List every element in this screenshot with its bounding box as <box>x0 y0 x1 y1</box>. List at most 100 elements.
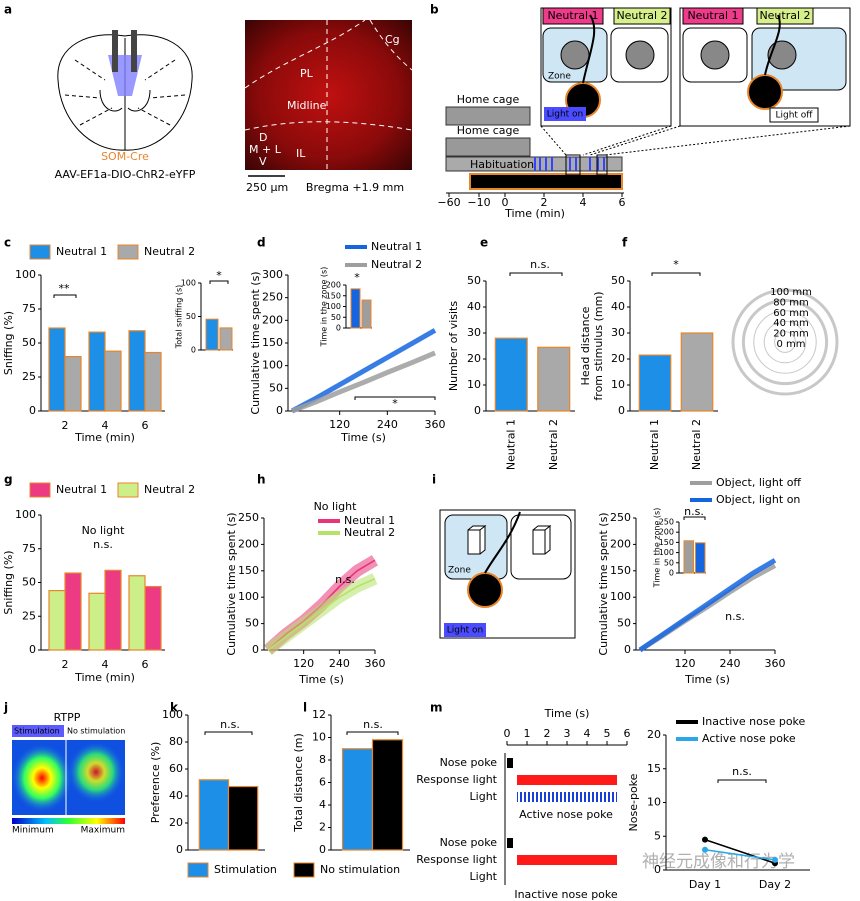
bar <box>371 739 404 851</box>
legend-swatch <box>12 725 64 737</box>
legend-swatch <box>117 244 139 260</box>
polar-label: 20 mm <box>773 329 808 340</box>
x-tick-label: 4 <box>102 419 109 432</box>
y-tick-label: 10 <box>647 796 661 809</box>
x-axis-label: Time (s) <box>684 673 730 686</box>
panel-letters: a b c d e f g h i j k l m <box>3 3 628 715</box>
y-tick-label: 20 <box>611 352 625 365</box>
bracket <box>354 396 436 400</box>
heatmap <box>12 740 125 815</box>
y-tick-label: 250 <box>659 518 674 527</box>
x-tick-label: Neutral 1 <box>504 419 517 470</box>
y-tick-label: 10 <box>467 378 481 391</box>
y-tick-label: 100 <box>659 548 674 557</box>
polar-ring <box>753 310 817 374</box>
y-tick-label: 50 <box>611 274 625 287</box>
y-tick-label: 20 <box>169 816 183 829</box>
condition-label: No stimulation <box>67 727 125 736</box>
row-label: Nose poke <box>440 836 498 849</box>
heatmap-title: RTPP <box>54 711 81 724</box>
legend-label: Neutral 1 <box>56 483 107 496</box>
annotation: * <box>354 271 360 284</box>
subtitle: No light <box>82 524 126 537</box>
arena-diagram <box>439 509 576 639</box>
y-tick-label: 10 <box>312 731 326 744</box>
cre-line: SOM-Cre <box>101 150 149 163</box>
legend-label: Neutral 2 <box>144 483 195 496</box>
stage-label: Home cage <box>457 124 520 137</box>
zone-label: Zone <box>448 566 471 576</box>
y-axis-label: Time in the zone (s) <box>653 508 662 589</box>
bar <box>128 575 146 651</box>
x-tick-label: 4 <box>584 727 591 740</box>
annotation: * <box>216 269 222 282</box>
panel-title: Inactive nose poke <box>514 888 618 901</box>
bar <box>144 351 162 412</box>
y-tick-label: 20 <box>647 728 661 741</box>
stimulus-label: Neutral 2 <box>616 9 667 22</box>
bracket <box>204 731 253 735</box>
panel-letter: c <box>4 236 11 250</box>
y-tick-label: 100 <box>238 590 259 603</box>
x-tick-label: Day 2 <box>759 878 791 891</box>
annotation: n.s. <box>732 765 752 778</box>
polar-ring <box>741 298 829 386</box>
x-tick-label: −60 <box>437 196 460 209</box>
y-tick-label: 50 <box>467 274 481 287</box>
y-tick-label: 0 <box>336 324 341 333</box>
colorbar-min: Minimum <box>12 826 54 836</box>
y-tick-label: 4 <box>319 798 326 811</box>
bar <box>64 356 82 412</box>
x-axis-label: Time (min) <box>74 671 135 684</box>
line <box>704 838 776 865</box>
x-tick-label: 6 <box>619 196 626 209</box>
x-axis-label: Time (s) <box>544 707 590 720</box>
legend-label: Neutral 2 <box>371 258 422 271</box>
y-tick-label: 60 <box>169 762 183 775</box>
region-label: PL <box>300 67 314 80</box>
y-tick-label: 50 <box>186 312 196 321</box>
panel-letter: j <box>3 701 8 715</box>
y-tick-label: 80 <box>169 735 183 748</box>
annotation: ** <box>59 282 71 295</box>
y-tick-label: 200 <box>610 537 631 550</box>
x-tick-label: 3 <box>564 727 571 740</box>
bar <box>88 331 106 412</box>
y-tick-label: 200 <box>262 313 283 326</box>
bar <box>104 569 122 651</box>
y-tick-label: 150 <box>659 538 674 547</box>
legend-swatch <box>187 862 209 878</box>
panel-letter: a <box>4 3 12 17</box>
panel-letter: g <box>4 473 13 487</box>
x-tick-label: 360 <box>425 418 446 431</box>
y-tick-label: 100 <box>15 268 36 281</box>
x-tick-label: 2 <box>541 196 548 209</box>
x-tick-label: 120 <box>675 657 696 670</box>
timeline-bar <box>507 838 513 848</box>
timeline-bar <box>517 775 617 785</box>
y-tick-label: 30 <box>467 326 481 339</box>
timeline-bar <box>517 792 617 802</box>
y-axis-label: Nose-poke <box>627 773 640 831</box>
stimulus-label: Neutral 1 <box>547 9 598 22</box>
y-tick-label: 0 <box>618 404 625 417</box>
stage-label: Habituation <box>470 158 534 171</box>
line <box>291 350 436 414</box>
line-band <box>264 573 378 655</box>
y-tick-label: 40 <box>611 300 625 313</box>
y-tick-label: 0 <box>624 643 631 656</box>
row-label: Response light <box>416 853 497 866</box>
brain-schematic <box>57 30 193 151</box>
y-axis-label: Sniffing (%) <box>2 311 15 375</box>
legend-label: Neutral 1 <box>344 514 395 527</box>
region-label: IL <box>296 147 306 160</box>
annotation: n.s. <box>530 258 550 271</box>
polar-ring <box>774 331 796 353</box>
y-tick-label: 50 <box>22 576 36 589</box>
y-axis-label: Number of visits <box>447 301 460 391</box>
histology-image: Cg PL Midline D M + L V IL <box>244 19 413 170</box>
legend-label: Inactive nose poke <box>702 715 806 728</box>
condition-label: Stimulation <box>14 727 60 736</box>
polar-ring <box>731 288 839 396</box>
bracket <box>683 516 706 520</box>
